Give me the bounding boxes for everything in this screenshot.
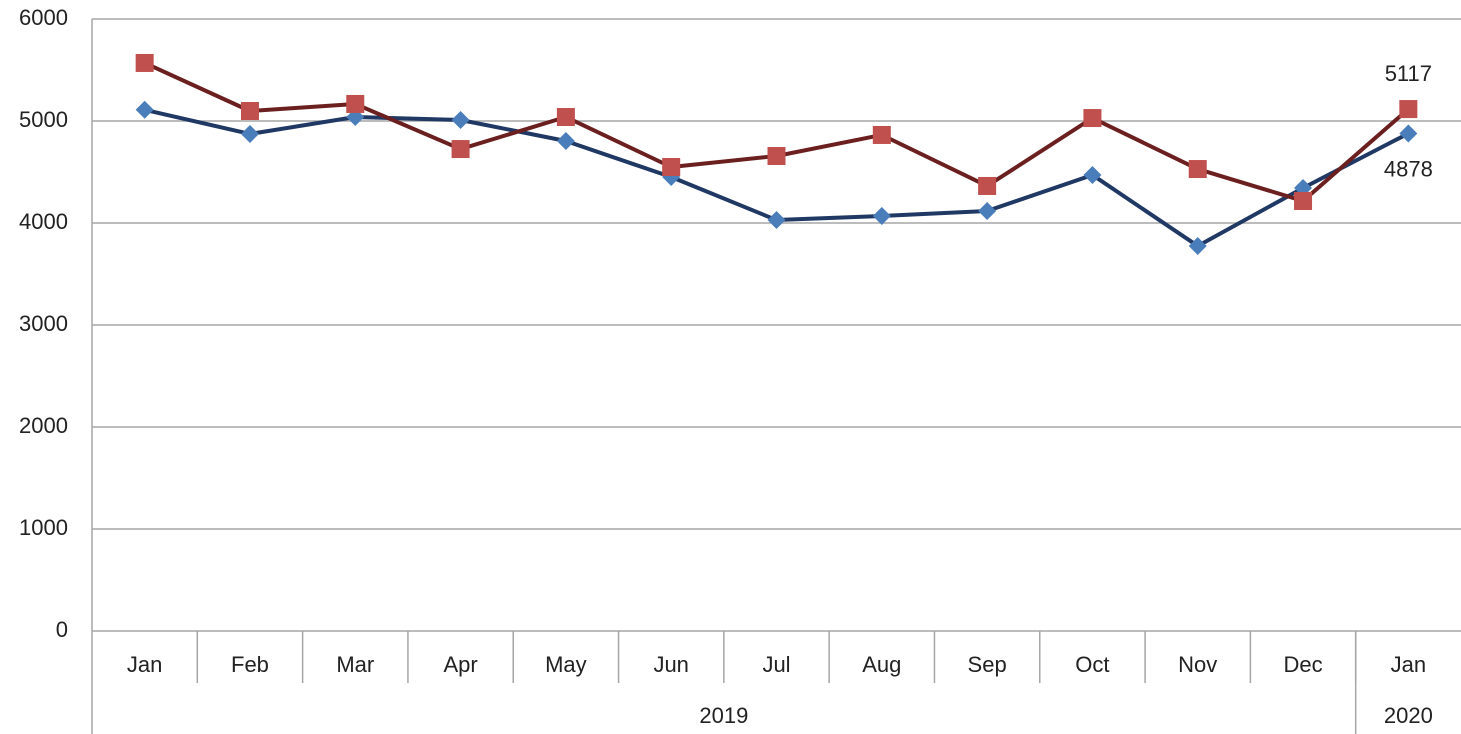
x-tick-label: Jan	[127, 652, 162, 677]
point-marker	[1399, 124, 1418, 143]
x-tick-label: Feb	[231, 652, 269, 677]
series-line	[143, 61, 1410, 203]
point-marker	[556, 131, 575, 150]
point-marker	[662, 158, 681, 177]
y-tick-label: 2000	[19, 413, 68, 438]
group-label: 2020	[1384, 703, 1433, 728]
x-tick-label: Aug	[862, 652, 901, 677]
x-tick-label: Jul	[762, 652, 790, 677]
point-marker	[872, 125, 891, 144]
point-marker	[240, 102, 259, 121]
point-marker	[135, 100, 154, 119]
y-tick-label: 1000	[19, 515, 68, 540]
point-marker	[1188, 160, 1207, 179]
point-marker	[346, 94, 365, 113]
y-tick-label: 4000	[19, 209, 68, 234]
x-tick-label: Mar	[336, 652, 374, 677]
point-marker	[135, 53, 154, 72]
group-label: 2019	[699, 703, 748, 728]
point-marker	[978, 176, 997, 195]
data-label: 4878	[1384, 156, 1433, 181]
x-tick-label: Oct	[1075, 652, 1109, 677]
point-marker	[978, 201, 997, 220]
y-tick-label: 0	[56, 617, 68, 642]
point-marker	[451, 110, 470, 129]
point-marker	[1083, 165, 1102, 184]
point-marker	[1399, 100, 1418, 119]
x-tick-label: Apr	[443, 652, 477, 677]
x-tick-label: May	[545, 652, 587, 677]
y-tick-label: 5000	[19, 107, 68, 132]
point-marker	[451, 140, 470, 159]
y-tick-label: 3000	[19, 311, 68, 336]
point-marker	[240, 124, 259, 143]
point-marker	[767, 146, 786, 165]
point-marker	[556, 108, 575, 127]
x-tick-label: Sep	[968, 652, 1007, 677]
point-marker	[767, 211, 786, 230]
x-tick-label: Nov	[1178, 652, 1217, 677]
point-marker	[1188, 236, 1207, 255]
data-label: 5117	[1385, 61, 1432, 86]
x-tick-label: Jan	[1391, 652, 1426, 677]
y-tick-label: 6000	[19, 5, 68, 30]
point-marker	[1083, 109, 1102, 128]
point-marker	[872, 206, 891, 225]
point-marker	[1294, 191, 1313, 210]
x-tick-label: Jun	[653, 652, 688, 677]
x-tick-label: Dec	[1283, 652, 1322, 677]
